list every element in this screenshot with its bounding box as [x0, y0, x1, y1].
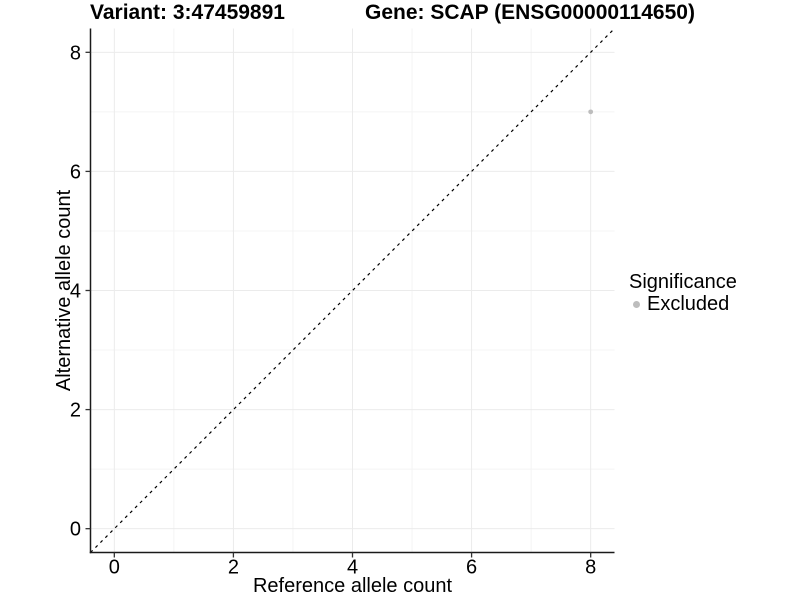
identity-dashed-line — [90, 28, 615, 553]
x-axis-title: Reference allele count — [253, 575, 452, 597]
variant-title: Variant: 3:47459891 — [90, 1, 285, 24]
tick-labels: 0 2 4 6 8 0 2 4 6 8 — [70, 42, 596, 578]
x-tick-label: 6 — [466, 557, 477, 579]
y-tick-label: 2 — [70, 400, 81, 422]
y-tick-label: 8 — [70, 42, 81, 64]
legend-item-excluded: Excluded — [629, 293, 737, 315]
gridlines — [90, 28, 615, 553]
legend-title: Significance — [629, 271, 737, 293]
gene-title: Gene: SCAP (ENSG00000114650) — [365, 1, 695, 24]
scatter-points — [588, 109, 594, 115]
data-point — [588, 109, 594, 115]
y-tick-label: 0 — [70, 519, 81, 541]
y-tick-label: 4 — [70, 281, 81, 303]
x-tick-label: 0 — [109, 557, 120, 579]
x-tick-label: 4 — [347, 557, 358, 579]
x-tick-label: 8 — [585, 557, 596, 579]
legend: Significance Excluded — [629, 271, 737, 315]
y-tick-label: 6 — [70, 161, 81, 183]
y-axis-title: Alternative allele count — [53, 189, 75, 391]
x-tick-label: 2 — [228, 557, 239, 579]
axis-ticks — [85, 51, 592, 558]
legend-item-label: Excluded — [647, 292, 730, 315]
legend-key-dot — [633, 300, 640, 308]
